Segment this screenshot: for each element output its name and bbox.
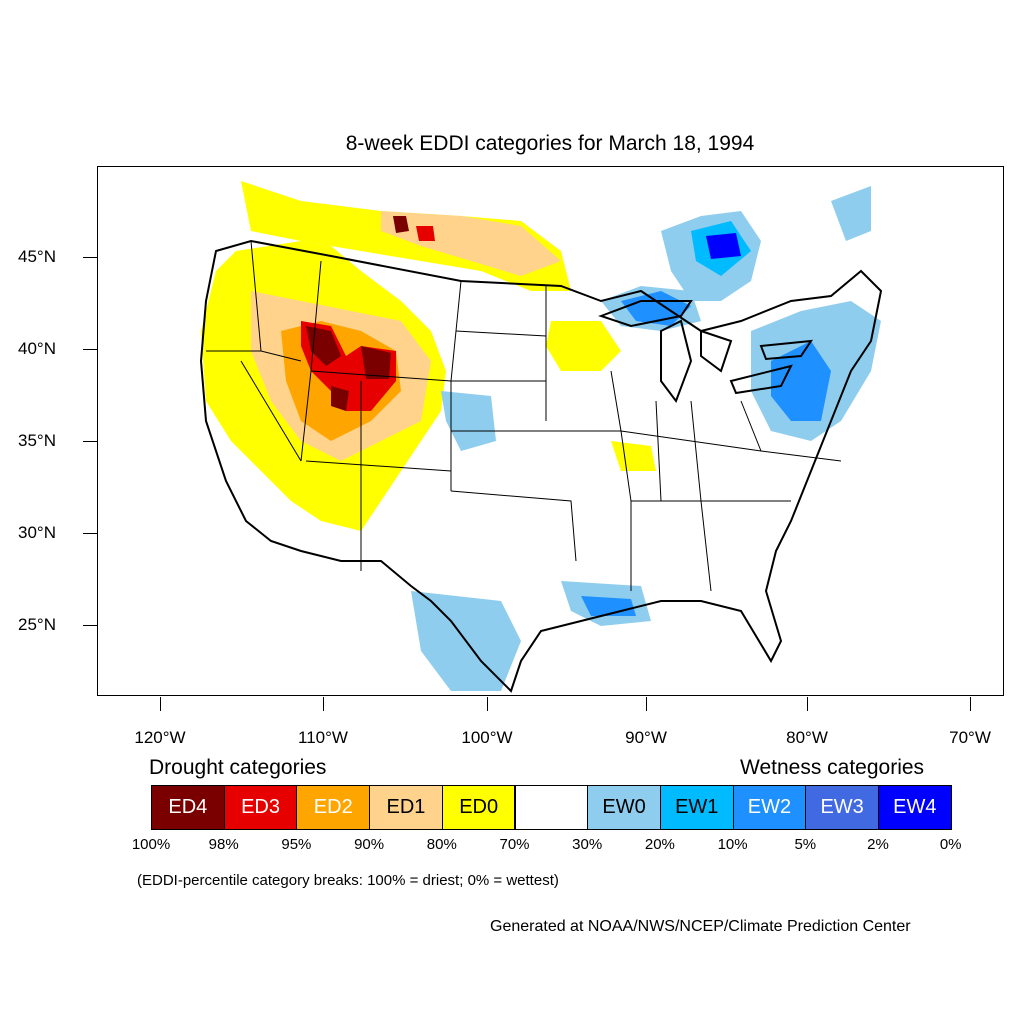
legend-break-label: 100% (131, 836, 171, 853)
wetness-region (411, 186, 881, 691)
lat-label-45: 45°N (18, 247, 56, 266)
lon-label-100: 100°W (461, 728, 513, 747)
great-lakes (598, 300, 814, 404)
lon-tick (160, 697, 161, 711)
legend-break-label: 95% (281, 836, 312, 853)
legend-box-ew2: EW2 (732, 785, 807, 830)
legend-box-ew4: EW4 (878, 785, 952, 830)
legend-box-ed3: ED3 (223, 785, 298, 830)
lon-tick (807, 697, 808, 711)
map-panel (97, 166, 1004, 696)
credit-text: Generated at NOAA/NWS/NCEP/Climate Predi… (490, 918, 911, 935)
legend-box-ew3: EW3 (805, 785, 879, 830)
lat-label-25: 25°N (18, 615, 56, 634)
lat-label-35: 35°N (18, 431, 56, 450)
lat-tick (83, 625, 97, 626)
legend-box-ew1: EW1 (659, 785, 734, 830)
legend-break-label: 90% (354, 836, 385, 853)
legend-box-neutral (514, 785, 589, 830)
legend-break-label: 80% (426, 836, 457, 853)
legend-box-ed0: ED0 (441, 785, 516, 830)
lon-tick (646, 697, 647, 711)
legend-break-label: 20% (644, 836, 675, 853)
lon-label-70: 70°W (949, 728, 991, 747)
lat-tick (83, 349, 97, 350)
legend-box-ew0: EW0 (587, 785, 661, 830)
lat-tick (83, 441, 97, 442)
lat-label-40: 40°N (18, 339, 56, 358)
map-title: 8-week EDDI categories for March 18, 199… (345, 132, 755, 155)
lon-tick (323, 697, 324, 711)
legend-break-label: 10% (717, 836, 748, 853)
lon-label-110: 110°W (298, 728, 348, 747)
legend-break-label: 2% (867, 836, 889, 853)
drought-region (201, 181, 656, 531)
legend-break-label: 70% (499, 836, 530, 853)
map-canvas (199, 181, 883, 693)
wetness-heading: Wetness categories (740, 756, 925, 779)
legend-break-label: 30% (572, 836, 603, 853)
legend-break-label: 98% (208, 836, 239, 853)
boundaries (199, 239, 883, 693)
lon-tick (970, 697, 971, 711)
legend-note: (EDDI-percentile category breaks: 100% =… (137, 872, 559, 889)
lat-label-30: 30°N (18, 523, 56, 542)
lat-tick (83, 533, 97, 534)
legend-box-ed2: ED2 (296, 785, 371, 830)
legend-box-ed4: ED4 (151, 785, 225, 830)
state-lines (206, 240, 842, 592)
lon-label-120: 120°W (134, 728, 186, 747)
lon-label-90: 90°W (625, 728, 667, 747)
lat-tick (83, 257, 97, 258)
us-outline (199, 239, 883, 693)
drought-heading: Drought categories (149, 756, 327, 779)
legend-box-ed1: ED1 (369, 785, 443, 830)
lon-tick (487, 697, 488, 711)
legend-break-label: 5% (794, 836, 817, 853)
lon-label-80: 80°W (786, 728, 828, 747)
legend-break-label: 0% (939, 836, 962, 853)
